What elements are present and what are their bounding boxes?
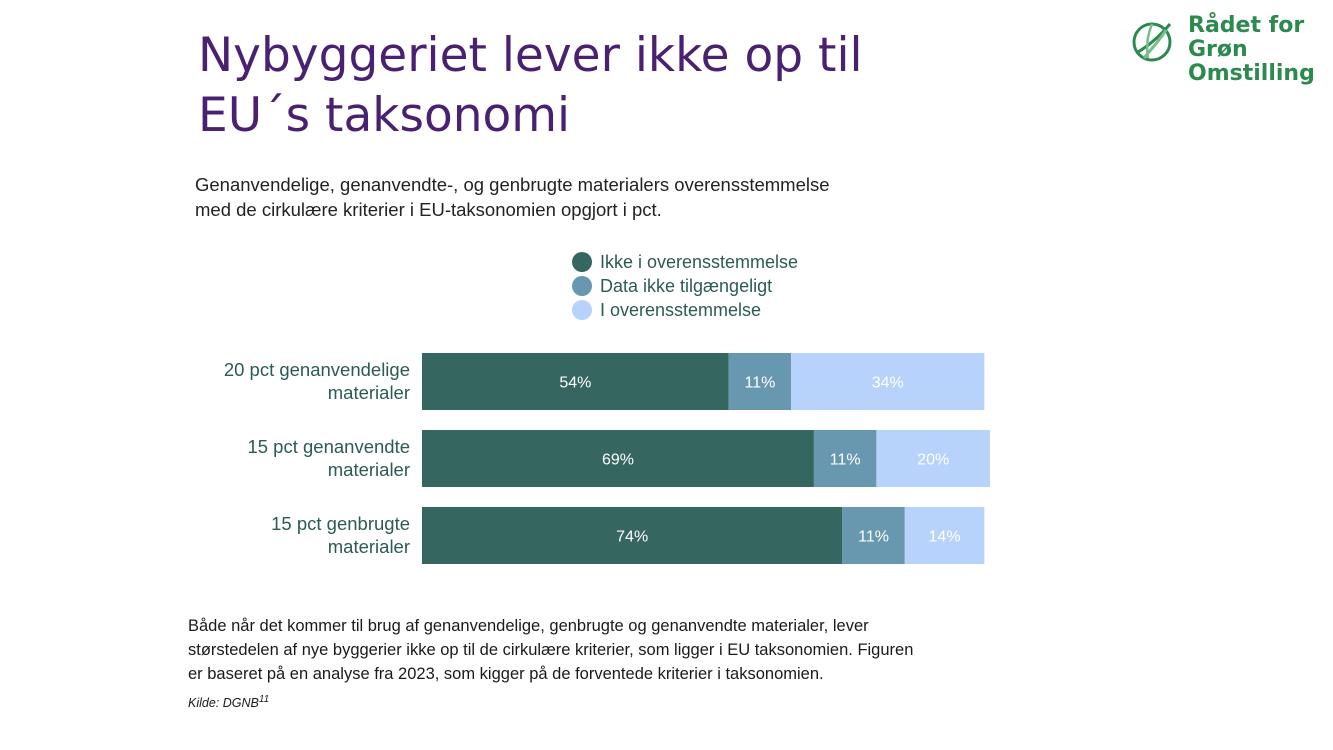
source-citation: Kilde: DGNB11 <box>188 694 269 710</box>
bar-data-label: 14% <box>929 529 961 546</box>
bar-data-label: 74% <box>616 529 648 546</box>
category-label: materialer <box>328 459 410 480</box>
bar-segment <box>842 507 905 564</box>
bar-data-label: 11% <box>830 452 861 469</box>
bar-segment <box>422 507 843 564</box>
bar-segment <box>813 430 877 487</box>
legend-swatch-not-compliant <box>572 252 592 272</box>
legend-item-compliant: I overensstemmelse <box>572 298 798 322</box>
bar-segment <box>728 353 792 410</box>
legend-swatch-compliant <box>572 300 592 320</box>
title-line-1: Nybyggeriet lever ikke op til <box>198 28 863 83</box>
title-line-2: EU´s taksonomi <box>198 88 571 143</box>
category-label: 20 pct genanvendelige <box>224 359 410 380</box>
bar-data-label: 54% <box>559 375 591 392</box>
note-line-3: er baseret på en analyse fra 2023, som k… <box>188 665 824 683</box>
legend-item-no-data: Data ikke tilgængeligt <box>572 274 798 298</box>
bar-data-label: 69% <box>602 452 634 469</box>
bar-segment <box>422 353 729 410</box>
chart-note: Både når det kommer til brug af genanven… <box>188 614 1018 686</box>
subtitle-line-1: Genanvendelige, genanvendte-, og genbrug… <box>195 174 830 195</box>
logo-line-3: Omstilling <box>1188 61 1315 86</box>
category-label: materialer <box>328 382 410 403</box>
bar-segment <box>422 430 814 487</box>
organization-logo: Rådet for Grøn Omstilling <box>1130 14 1320 94</box>
source-label: Kilde: DGNB <box>188 696 259 711</box>
chart-subtitle: Genanvendelige, genanvendte-, og genbrug… <box>195 172 995 222</box>
legend-swatch-no-data <box>572 276 592 296</box>
chart-legend: Ikke i overensstemmelse Data ikke tilgæn… <box>572 250 798 322</box>
note-line-2: størstedelen af nye byggerier ikke op ti… <box>188 641 914 659</box>
bar-segment <box>876 430 990 487</box>
category-label: 15 pct genbrugte <box>271 513 410 534</box>
legend-label: I overensstemmelse <box>600 299 762 320</box>
bar-data-label: 11% <box>745 375 776 392</box>
bar-segment <box>791 353 985 410</box>
source-footnote-ref: 11 <box>258 694 270 705</box>
category-label: 15 pct genanvendte <box>247 436 410 457</box>
page-title: Nybyggeriet lever ikke op til EU´s takso… <box>198 26 958 146</box>
bar-data-label: 11% <box>858 529 889 546</box>
note-line-1: Både når det kommer til brug af genanven… <box>188 617 869 635</box>
category-label: materialer <box>328 536 410 557</box>
logo-line-1: Rådet for <box>1188 13 1305 38</box>
legend-item-not-compliant: Ikke i overensstemmelse <box>572 250 798 274</box>
legend-label: Data ikke tilgængeligt <box>600 275 773 296</box>
logo-line-2: Grøn <box>1188 37 1248 62</box>
logo-wordmark: Rådet for Grøn Omstilling <box>1188 14 1315 86</box>
bar-data-label: 20% <box>917 452 949 469</box>
leaf-logo-icon <box>1132 22 1172 62</box>
bar-data-label: 34% <box>872 375 904 392</box>
legend-label: Ikke i overensstemmelse <box>600 251 799 272</box>
bar-segment <box>904 507 985 564</box>
subtitle-line-2: med de cirkulære kriterier i EU-taksonom… <box>195 199 662 220</box>
